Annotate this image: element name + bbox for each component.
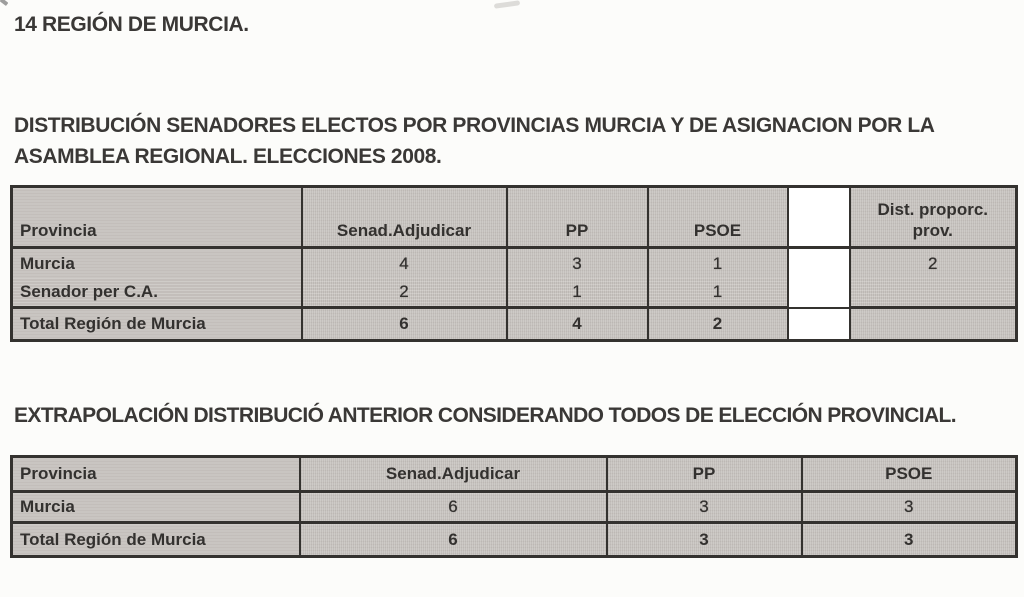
cell-psoe: 1 (646, 246, 789, 278)
table-header-row: Provincia Senad.Adjudicar PP PSOE Dist. … (10, 185, 1018, 249)
cell-senad: 2 (300, 278, 508, 309)
t1-header-provincia: Provincia (10, 185, 303, 249)
cell-psoe: 2 (646, 306, 789, 342)
cell-senad: 6 (298, 490, 608, 524)
cell-blank (786, 306, 851, 342)
cell-senad: 6 (300, 306, 508, 342)
cell-psoe: 1 (646, 278, 789, 309)
cell-pp: 4 (505, 306, 649, 342)
cell-provincia: Senador per C.A. (10, 278, 303, 309)
t2-header-psoe: PSOE (800, 455, 1018, 493)
table2-heading: EXTRAPOLACIÓN DISTRIBUCIÓ ANTERIOR CONSI… (14, 404, 957, 427)
cell-dist (848, 306, 1018, 342)
t1-header-dist-proporc-prov: Dist. proporc. prov. (848, 185, 1018, 249)
cell-provincia: Total Región de Murcia (10, 521, 301, 558)
senators-distribution-table: Provincia Senad.Adjudicar PP PSOE Dist. … (10, 185, 1018, 342)
cell-dist (848, 278, 1018, 309)
t2-header-provincia: Provincia (10, 455, 301, 493)
cell-pp: 3 (505, 246, 649, 278)
t2-header-senad-adjudicar: Senad.Adjudicar (298, 455, 608, 493)
table-row: Murcia 6 3 3 (10, 490, 1018, 524)
cell-provincia: Total Región de Murcia (10, 306, 303, 342)
cell-psoe: 3 (800, 521, 1018, 558)
cell-pp: 1 (505, 278, 649, 309)
cell-senad: 4 (300, 246, 508, 278)
t1-header-senad-adjudicar: Senad.Adjudicar (300, 185, 508, 249)
table-row: Murcia 4 3 1 2 (10, 246, 1018, 308)
cell-provincia: Murcia (10, 246, 303, 278)
cell-psoe: 3 (800, 490, 1018, 524)
table-total-row: Total Región de Murcia 6 3 3 (10, 521, 1018, 558)
cell-blank (786, 246, 851, 308)
page-title: 14 REGIÓN DE MURCIA. (14, 13, 249, 36)
cell-senad: 6 (298, 521, 608, 558)
table1-heading: DISTRIBUCIÓN SENADORES ELECTOS POR PROVI… (14, 114, 934, 168)
t1-header-psoe: PSOE (646, 185, 789, 249)
table-total-row: Total Región de Murcia 6 4 2 (10, 306, 1018, 342)
table-row: Senador per C.A. 2 1 1 (10, 278, 1018, 309)
cell-pp: 3 (605, 490, 803, 524)
t1-header-pp: PP (505, 185, 649, 249)
t2-header-pp: PP (605, 455, 803, 493)
cell-pp: 3 (605, 521, 803, 558)
t1-header-blank (786, 185, 851, 249)
extrapolation-table: Provincia Senad.Adjudicar PP PSOE Murcia… (10, 455, 1018, 558)
scan-artifact (0, 0, 9, 7)
table-header-row: Provincia Senad.Adjudicar PP PSOE (10, 455, 1018, 493)
cell-dist: 2 (848, 246, 1018, 278)
cell-provincia: Murcia (10, 490, 301, 524)
scan-artifact (493, 0, 521, 9)
